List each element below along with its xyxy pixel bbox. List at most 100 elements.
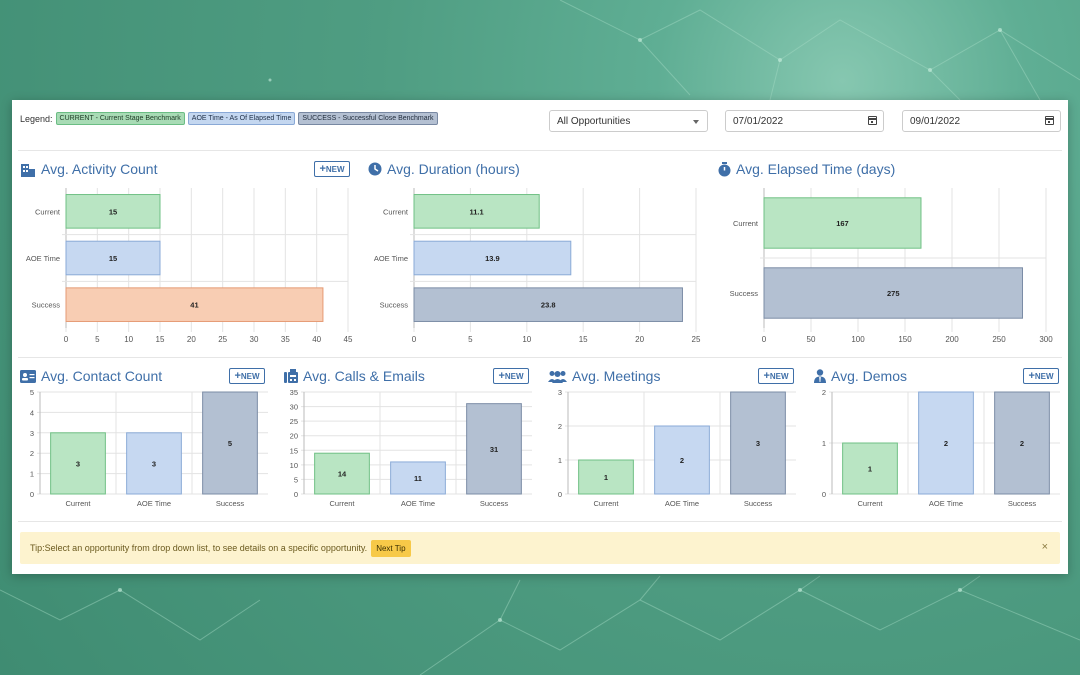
contact-chart-title: Avg. Contact Count: [20, 368, 162, 384]
x-tick-label: 25: [692, 335, 701, 344]
x-tick-label: 50: [807, 335, 816, 344]
legend-success-badge: SUCCESS - Successful Close Benchmark: [298, 112, 438, 125]
meetings-title-text: Avg. Meetings: [572, 368, 661, 384]
y-tick-label: 3: [558, 388, 562, 397]
new-meetings-button[interactable]: +NEW: [758, 368, 794, 384]
y-tick-label: 2: [558, 422, 562, 431]
bar-current: [65, 194, 161, 229]
y-tick-label: 20: [290, 432, 298, 441]
dashboard-panel: Legend: CURRENT - Current Stage Benchmar…: [12, 100, 1068, 574]
legend-aoe-badge: AOE Time - As Of Elapsed Time: [187, 112, 296, 125]
y-tick-label: 35: [290, 388, 298, 397]
demos-chart: 0 1 2 Current 1 AOE Time 2 Success 2: [822, 388, 1060, 508]
x-tick-label: 300: [1039, 335, 1053, 344]
y-tick-label: 0: [30, 490, 34, 499]
x-tick-label: 25: [218, 335, 227, 344]
opportunity-select-value: All Opportunities: [557, 116, 631, 127]
users-icon: [548, 370, 567, 383]
x-tick-label: 45: [344, 335, 353, 344]
contact-title-text: Avg. Contact Count: [41, 368, 163, 384]
y-tick-label: 3: [30, 429, 34, 438]
x-tick-label: 100: [851, 335, 865, 344]
data-label: 15: [109, 207, 117, 216]
x-tick-label: Current: [857, 499, 883, 508]
y-tick-label: 4: [30, 408, 34, 417]
user-tie-icon: [814, 369, 826, 383]
y-tick-label: 0: [822, 490, 826, 499]
y-tick-label: 1: [558, 456, 562, 465]
duration-title-text: Avg. Duration (hours): [387, 161, 520, 177]
new-activity-button[interactable]: +NEW: [314, 161, 350, 177]
tip-text: Tip:Select an opportunity from drop down…: [30, 543, 368, 553]
divider: [18, 521, 1062, 522]
x-tick-label: Current: [65, 499, 91, 508]
x-tick-label: Current: [329, 499, 355, 508]
bar-success: [413, 287, 683, 322]
close-icon[interactable]: ×: [1041, 541, 1048, 553]
x-tick-label: 150: [898, 335, 912, 344]
y-tick-label: 10: [290, 461, 298, 470]
start-date-input[interactable]: 07/01/2022: [725, 110, 884, 132]
x-tick-label: 40: [312, 335, 321, 344]
start-date-value: 07/01/2022: [733, 116, 784, 127]
data-label: 1: [604, 473, 608, 482]
x-tick-label: 5: [95, 335, 100, 344]
bar-success: [202, 391, 258, 495]
x-tick-label: Success: [216, 499, 245, 508]
x-tick-label: 0: [64, 335, 69, 344]
data-label: 3: [152, 459, 156, 468]
x-tick-label: 5: [468, 335, 473, 344]
bar-current: [50, 432, 106, 495]
x-tick-label: 15: [156, 335, 165, 344]
new-demos-button[interactable]: +NEW: [1023, 368, 1059, 384]
x-tick-label: 200: [945, 335, 959, 344]
x-tick-label: 10: [124, 335, 133, 344]
activity-title-text: Avg. Activity Count: [41, 161, 158, 177]
elapsed-title-text: Avg. Elapsed Time (days): [736, 161, 896, 177]
duration-chart-title: Avg. Duration (hours): [368, 161, 520, 177]
bar-current: [314, 452, 370, 495]
y-tick-label: 15: [290, 446, 298, 455]
x-tick-label: 20: [635, 335, 644, 344]
opportunity-select[interactable]: All Opportunities: [549, 110, 708, 132]
legend-current-badge: CURRENT - Current Stage Benchmark: [55, 112, 185, 125]
new-contact-button[interactable]: +NEW: [229, 368, 265, 384]
calendar-icon[interactable]: [1045, 116, 1054, 125]
y-tick-label: 5: [294, 475, 298, 484]
bar-aoe-time: [65, 240, 161, 276]
bar-success: [763, 267, 1023, 319]
calls-chart-title: Avg. Calls & Emails: [284, 368, 425, 384]
caret-down-icon: [693, 120, 699, 124]
demos-title-text: Avg. Demos: [831, 368, 907, 384]
y-tick-label: Success: [380, 301, 409, 310]
end-date-input[interactable]: 09/01/2022: [902, 110, 1061, 132]
y-tick-label: 1: [822, 439, 826, 448]
x-tick-label: Success: [744, 499, 773, 508]
bar-aoe-time: [918, 391, 974, 495]
clock-icon: [368, 162, 382, 176]
x-tick-label: 35: [281, 335, 290, 344]
y-tick-label: 5: [30, 388, 34, 397]
end-date-value: 09/01/2022: [910, 116, 961, 127]
data-label: 14: [338, 470, 347, 479]
calendar-icon[interactable]: [868, 116, 877, 125]
bar-current: [413, 194, 540, 229]
y-tick-label: Success: [730, 289, 759, 298]
activity-count-chart: 0 5 10 15 20 25 30 35 40 45 Current 15 AOE Time 15 Suc…: [26, 188, 353, 344]
data-label: 31: [490, 445, 498, 454]
data-label: 3: [756, 439, 760, 448]
next-tip-button[interactable]: Next Tip: [371, 539, 411, 557]
new-calls-button[interactable]: +NEW: [493, 368, 529, 384]
x-tick-label: AOE Time: [665, 499, 699, 508]
stopwatch-icon: [718, 161, 731, 177]
data-label: 11.1: [470, 207, 484, 216]
x-tick-label: Success: [480, 499, 509, 508]
y-tick-label: AOE Time: [374, 254, 408, 263]
data-label: 13.9: [485, 254, 500, 263]
bar-current: [842, 442, 898, 495]
divider: [18, 150, 1062, 151]
y-tick-label: 25: [290, 417, 298, 426]
data-label: 23.8: [541, 301, 556, 310]
x-tick-label: Success: [1008, 499, 1037, 508]
